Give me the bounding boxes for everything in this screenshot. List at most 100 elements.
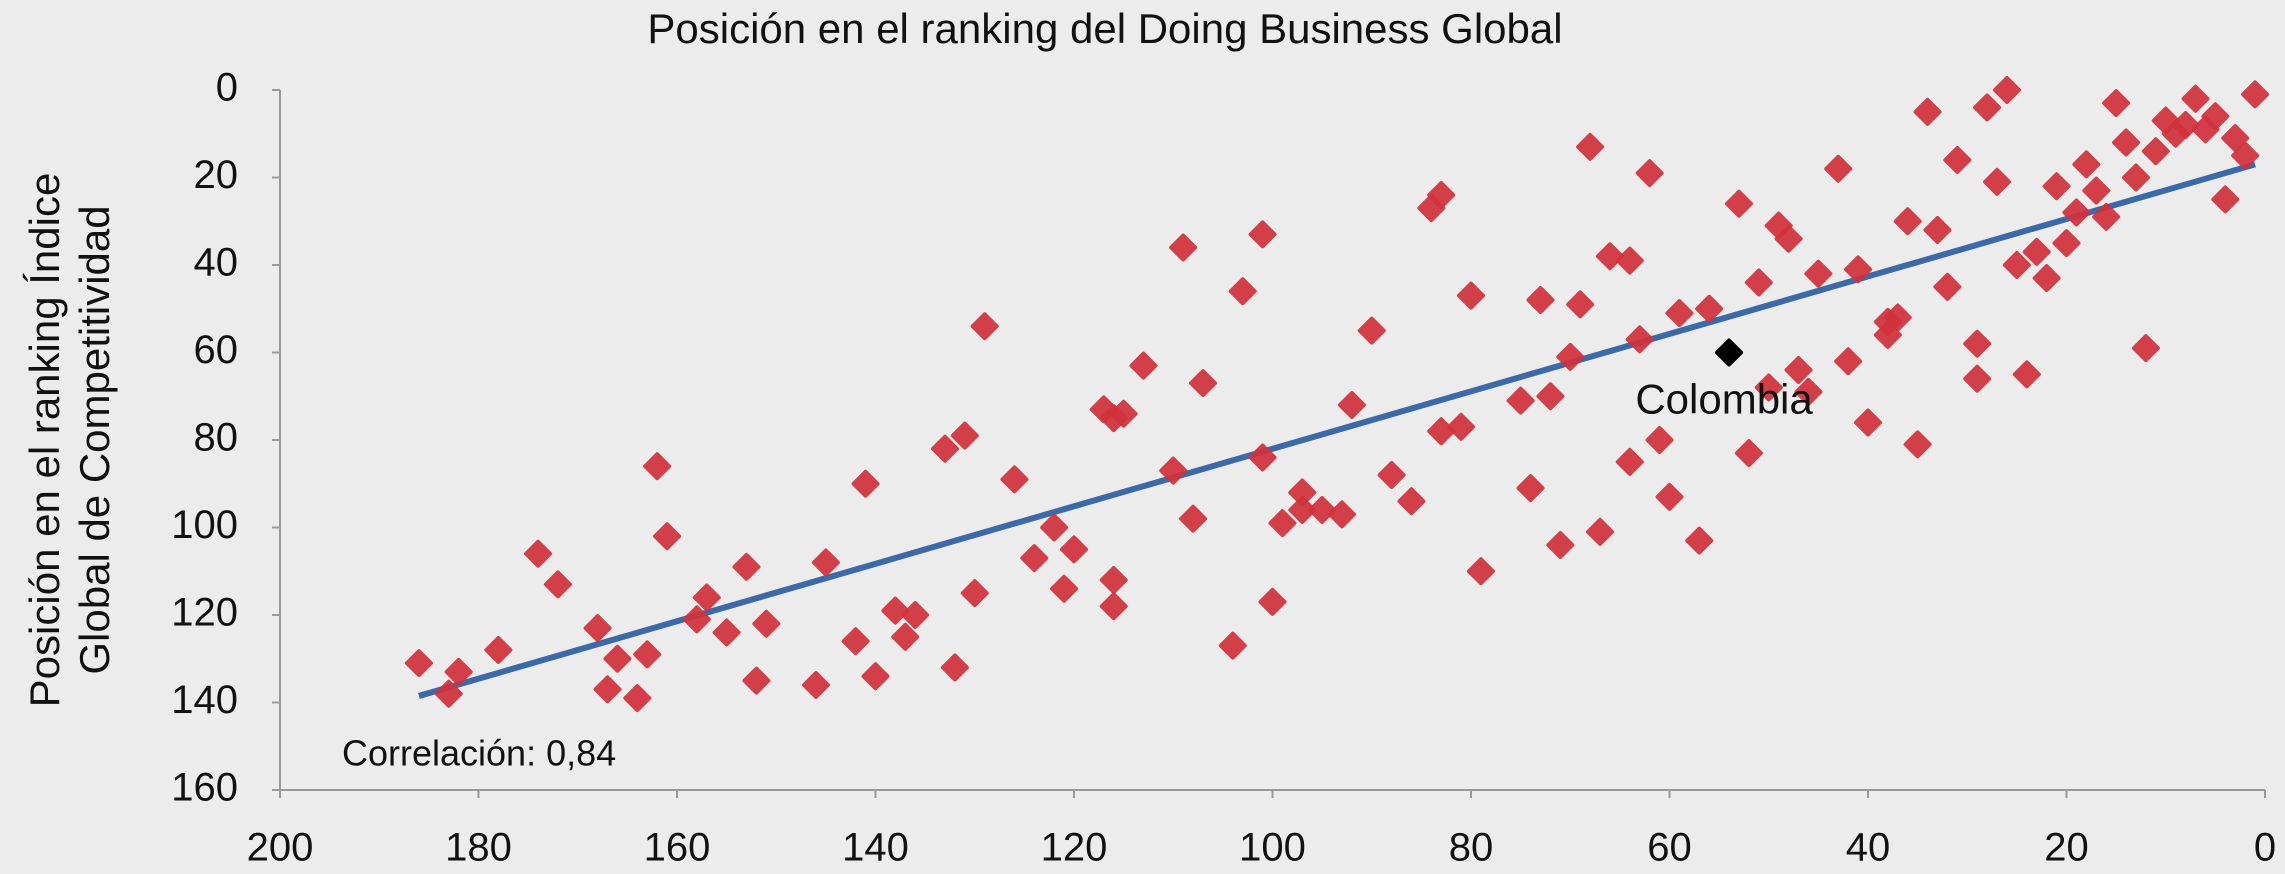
point: [1427, 417, 1456, 446]
point: [2012, 360, 2041, 389]
point: [2112, 128, 2141, 157]
x-tick-label: 100: [1239, 826, 1306, 869]
point: [1744, 268, 1773, 297]
point: [2221, 124, 2250, 153]
y-axis-label: Global de Competitividad: [71, 205, 118, 674]
point: [2102, 89, 2131, 118]
point: [1943, 146, 1972, 174]
point: [2201, 102, 2230, 131]
point: [2032, 264, 2061, 293]
point: [444, 657, 473, 686]
point: [1913, 97, 1942, 126]
point: [1794, 377, 1823, 406]
point: [2131, 334, 2160, 363]
point: [851, 469, 880, 498]
point: [841, 627, 870, 656]
point: [543, 570, 572, 599]
point: [1854, 408, 1882, 437]
point: [1883, 303, 1912, 332]
x-tick-label: 160: [644, 826, 711, 869]
point: [1457, 281, 1485, 310]
point: [653, 522, 682, 551]
point: [633, 640, 662, 669]
point: [1645, 426, 1674, 454]
y-tick-label: 100: [171, 503, 238, 547]
point: [1526, 286, 1555, 314]
point: [2072, 150, 2101, 179]
point: [2181, 84, 2210, 113]
point: [1546, 531, 1575, 559]
point: [1665, 299, 1694, 328]
point: [1248, 443, 1277, 472]
annotation: Correlación: 0,84: [342, 733, 616, 774]
x-tick-label: 0: [2254, 826, 2276, 869]
point: [1169, 233, 1198, 262]
point: [1923, 216, 1952, 244]
point: [1695, 294, 1724, 323]
point: [1060, 535, 1088, 564]
point: [1466, 557, 1495, 586]
point: [1397, 487, 1426, 516]
point: [1586, 517, 1615, 546]
x-tick-label: 40: [1846, 826, 1891, 869]
point: [1268, 509, 1297, 538]
point: [1734, 439, 1763, 468]
point: [1556, 342, 1585, 371]
point: [1189, 369, 1218, 398]
point: [1308, 496, 1337, 524]
point: [1377, 461, 1406, 489]
point: [404, 649, 433, 678]
point: [811, 548, 840, 577]
point: [1109, 399, 1138, 428]
point: [1258, 587, 1287, 616]
point: [2002, 251, 2031, 279]
point: [1873, 321, 1902, 349]
point: [1576, 132, 1605, 161]
x-tick-label: 20: [2044, 826, 2089, 869]
point: [742, 666, 771, 695]
point: [930, 434, 959, 463]
point: [583, 614, 612, 643]
point: [1099, 592, 1128, 621]
point: [1983, 167, 2012, 196]
point: [1248, 220, 1277, 249]
point: [1050, 574, 1079, 603]
point: [2241, 80, 2270, 109]
point: [2141, 137, 2170, 166]
point: [1724, 189, 1753, 218]
point: [2022, 237, 2051, 266]
point: [1447, 412, 1476, 441]
trendline: [418, 161, 2256, 699]
point: [1159, 456, 1188, 485]
point: [1635, 159, 1664, 188]
point: [1179, 504, 1208, 533]
point: [1715, 338, 1744, 367]
point: [2171, 111, 2200, 139]
point: [2092, 202, 2121, 231]
point: [2062, 198, 2091, 227]
point: [643, 452, 672, 481]
x-tick-label: 80: [1449, 826, 1494, 869]
point: [1824, 154, 1853, 183]
point: [1506, 386, 1535, 415]
point: [950, 421, 979, 450]
x-tick-label: 140: [842, 826, 909, 869]
point: [1516, 474, 1545, 503]
y-tick-label: 140: [171, 678, 238, 722]
point: [1595, 242, 1624, 271]
point: [682, 605, 711, 634]
point: [2082, 176, 2111, 205]
point: [1099, 566, 1128, 594]
point: [1337, 391, 1366, 419]
point: [712, 618, 741, 647]
point: [623, 684, 652, 713]
point: [1903, 430, 1932, 459]
point: [1963, 329, 1992, 358]
point: [1685, 526, 1714, 555]
point: [1218, 631, 1247, 660]
point: [1784, 356, 1813, 384]
point: [1327, 500, 1356, 529]
y-tick-label: 80: [194, 416, 239, 460]
point: [1615, 447, 1644, 476]
